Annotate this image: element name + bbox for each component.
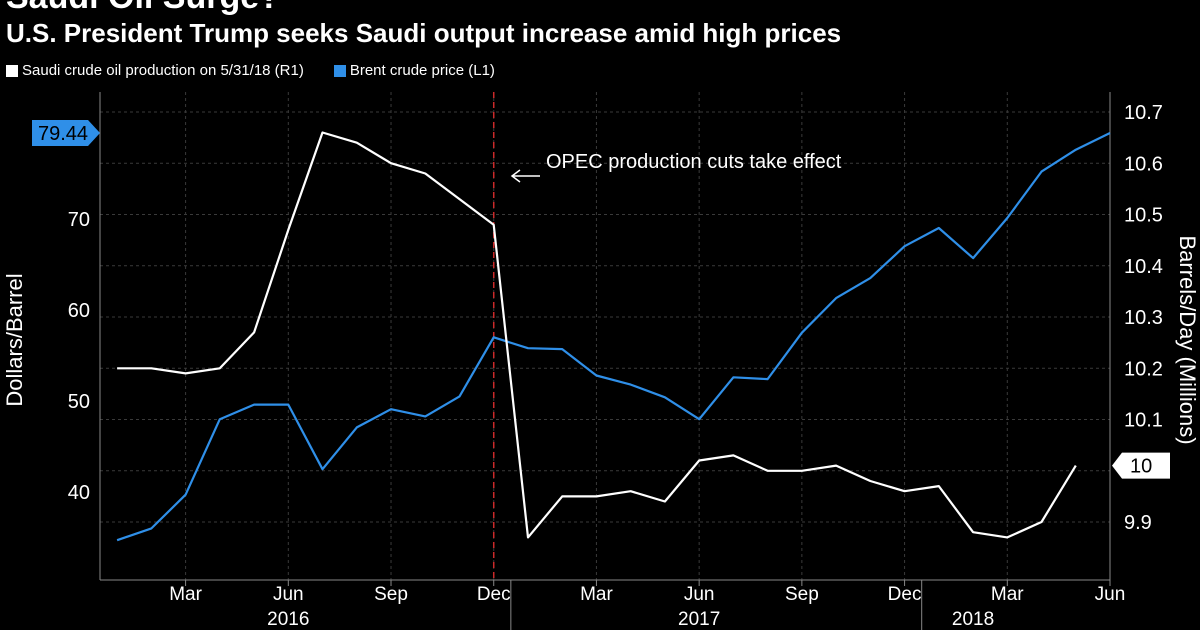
right-tick-label: 10.2 [1124,358,1163,380]
left-tick-label: 50 [68,391,90,413]
chart-subtitle: U.S. President Trump seeks Saudi output … [6,18,842,48]
left-axis-title: Dollars/Barrel [2,273,27,406]
legend-swatch-saudi [6,64,18,77]
legend: Saudi crude oil production on 5/31/18 (R… [6,62,525,79]
brent-price-line [116,132,1111,542]
right-tick-label: 10.1 [1124,410,1163,432]
saudi-last-value-tag [1112,452,1170,479]
right-tick-label: 10.6 [1124,153,1163,175]
legend-item-brent: Brent crude price (L1) [333,62,495,79]
annotation-arrow [510,169,540,183]
x-tick-label: Sep [374,584,408,605]
left-tick-label: 40 [68,482,90,504]
brent-last-value-label: 79.44 [38,123,88,145]
x-tick-label: Dec [477,584,511,605]
left-tick-label: 70 [68,209,90,231]
saudi-last-value-label: 10 [1130,456,1152,478]
legend-label-brent: Brent crude price (L1) [349,62,495,79]
x-tick-label: Dec [888,584,922,605]
left-tick-label: 60 [68,300,90,322]
legend-label-saudi: Saudi crude oil production on 5/31/18 (R… [22,62,304,79]
x-tick-label: Jun [273,584,304,605]
annotation-text: OPEC production cuts take effect [546,151,842,173]
legend-swatch-brent [333,64,346,77]
year-label: 2017 [678,609,720,630]
legend-item-saudi: Saudi crude oil production on 5/31/18 (R… [6,62,304,79]
x-tick-label: Mar [169,584,202,605]
x-tick-label: Mar [991,584,1024,605]
x-tick-label: Mar [580,584,613,605]
chart-title: Saudi Oil Surge? [6,0,280,17]
x-tick-label: Jun [1095,584,1126,605]
year-label: 2016 [267,609,309,630]
right-tick-label: 9.9 [1124,512,1152,534]
saudi-production-line [117,131,1077,539]
right-tick-label: 10.4 [1124,256,1163,278]
year-label: 2018 [952,609,994,630]
right-axis-title: Barrels/Day (Millions) [1175,235,1200,444]
right-tick-label: 10.5 [1124,205,1163,227]
right-tick-label: 10.7 [1124,102,1163,124]
brent-last-value-tag [32,120,100,146]
x-tick-label: Jun [684,584,715,605]
x-tick-label: Sep [785,584,819,605]
right-tick-label: 10.3 [1124,307,1163,329]
